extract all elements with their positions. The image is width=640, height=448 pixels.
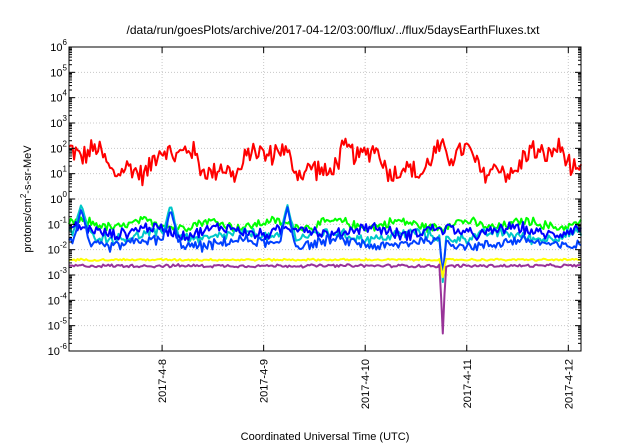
- y-tick-label: 10-1: [48, 215, 68, 231]
- y-axis-label: protons/cm2-s-sr-MeV: [19, 145, 34, 253]
- y-tick-label: 106: [50, 38, 67, 54]
- y-tick-label: 10-5: [48, 317, 68, 333]
- x-tick-label: 2017-4-9: [259, 359, 271, 403]
- y-tick-label: 102: [50, 139, 67, 155]
- x-tick-label: 2017-4-11: [462, 359, 474, 408]
- y-tick-label: 10-6: [48, 342, 68, 358]
- x-tick-label: 2017-4-10: [360, 359, 372, 409]
- grid-lines: [69, 47, 581, 351]
- y-tick-label: 105: [50, 63, 67, 79]
- flux-series-line-5: [68, 206, 582, 276]
- y-tick-label: 103: [50, 114, 67, 130]
- x-tick-label: 2017-4-12: [563, 359, 575, 409]
- y-tick-label: 101: [50, 165, 67, 181]
- x-axis-label: Coordinated Universal Time (UTC): [241, 431, 410, 443]
- flux-series-line-7: [68, 263, 582, 335]
- data-series-group: [68, 137, 582, 335]
- x-tick-label: 2017-4-8: [157, 359, 169, 403]
- flux-series-line-4: [68, 221, 582, 242]
- y-tick-label: 104: [50, 89, 67, 105]
- y-tick-label: 10-3: [48, 266, 68, 282]
- x-axis-ticks: 2017-4-8 2017-4-9 2017-4-10 2017-4-11 2017-4…: [157, 47, 575, 409]
- y-axis-ticks: 10-6 10-5 10-4 10-3 10-2 10-1 100 101 102 103 104 1…: [48, 38, 581, 358]
- flux-series-line-3: [68, 204, 582, 283]
- flux-series-line-6: [68, 257, 582, 279]
- flux-series-line-1: [68, 137, 582, 187]
- y-tick-label: 10-4: [48, 291, 68, 307]
- chart-title: /data/run/goesPlots/archive/2017-04-12/0…: [127, 23, 541, 37]
- y-tick-label: 10-2: [48, 241, 68, 257]
- y-tick-label: 100: [50, 190, 67, 206]
